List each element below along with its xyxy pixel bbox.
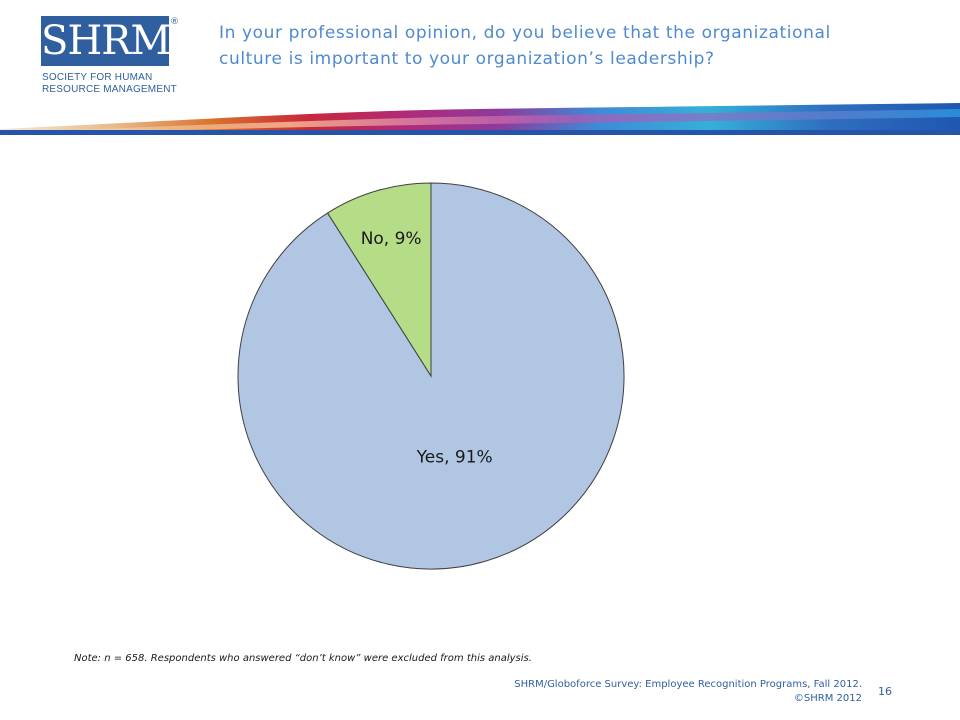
shrm-logo: SHRM ® SOCIETY FOR HUMAN RESOURCE MANAGE… <box>41 16 181 96</box>
logo-subtitle: SOCIETY FOR HUMAN RESOURCE MANAGEMENT <box>42 72 192 96</box>
registered-mark: ® <box>170 17 179 27</box>
pie-slices <box>237 182 625 570</box>
logo-wordmark: SHRM <box>41 16 171 66</box>
footnote: Note: n = 658. Respondents who answered … <box>74 653 532 664</box>
source-citation: SHRM/Globoforce Survey: Employee Recogni… <box>460 678 862 706</box>
logo-subtitle-line1: SOCIETY FOR HUMAN <box>42 72 153 83</box>
source-line2: ©SHRM 2012 <box>793 693 862 704</box>
decorative-banner <box>0 103 960 135</box>
page-number: 16 <box>878 685 892 698</box>
logo-subtitle-line2: RESOURCE MANAGEMENT <box>42 84 177 95</box>
data-label-no: No, 9% <box>361 229 422 249</box>
pie-chart: Yes, 91% No, 9% <box>237 182 625 570</box>
slide-title: In your professional opinion, do you bel… <box>219 23 831 69</box>
source-line1: SHRM/Globoforce Survey: Employee Recogni… <box>514 679 862 690</box>
data-label-yes: Yes, 91% <box>416 448 493 468</box>
pie-slice-no <box>326 182 432 378</box>
pie-labels: Yes, 91% No, 9% <box>361 229 493 468</box>
